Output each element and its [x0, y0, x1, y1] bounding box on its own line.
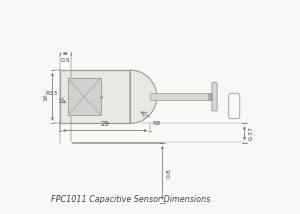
Bar: [72, 141, 162, 143]
Text: 29: 29: [100, 121, 109, 127]
Wedge shape: [130, 70, 157, 123]
Text: 0.8: 0.8: [167, 168, 172, 178]
Bar: [68, 78, 101, 115]
Text: R8: R8: [153, 121, 161, 126]
Text: FPC1011 Capacitive Sensor Dimensions: FPC1011 Capacitive Sensor Dimensions: [51, 195, 211, 204]
Text: R33: R33: [46, 91, 58, 96]
Bar: [150, 93, 212, 100]
Text: 16: 16: [43, 93, 48, 101]
Bar: [60, 70, 130, 123]
Text: 0.37: 0.37: [248, 126, 253, 140]
Text: 0.5: 0.5: [60, 58, 70, 63]
FancyBboxPatch shape: [212, 83, 217, 111]
Bar: [60, 70, 130, 123]
